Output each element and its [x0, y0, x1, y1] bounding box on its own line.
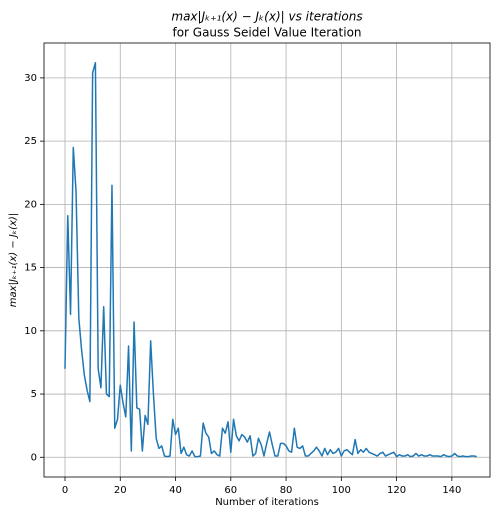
chart-title: max|Jₖ₊₁(x) − Jₖ(x)| vs iterations	[171, 10, 362, 24]
x-tick-label: 40	[169, 485, 182, 496]
x-tick-label: 140	[442, 485, 461, 496]
x-tick-label: 100	[332, 485, 351, 496]
y-tick-label: 0	[31, 452, 37, 463]
y-tick-label: 30	[24, 73, 37, 84]
y-tick-label: 15	[24, 263, 37, 274]
x-tick-label: 20	[114, 485, 127, 496]
chart-subtitle: for Gauss Seidel Value Iteration	[172, 26, 361, 40]
x-tick-label: 120	[387, 485, 406, 496]
x-tick-label: 80	[280, 485, 293, 496]
y-tick-label: 20	[24, 199, 37, 210]
plot-frame	[43, 42, 491, 478]
y-axis-label: max|Jₖ₊₁(x) − Jₖ(x)|	[8, 213, 19, 307]
y-tick-label: 5	[31, 389, 37, 400]
x-axis-label: Number of iterations	[215, 497, 319, 508]
x-tick-label: 0	[62, 485, 68, 496]
y-tick-label: 10	[24, 326, 37, 337]
data-line	[64, 61, 477, 458]
y-tick-label: 25	[24, 136, 37, 147]
x-tick-label: 60	[224, 485, 237, 496]
